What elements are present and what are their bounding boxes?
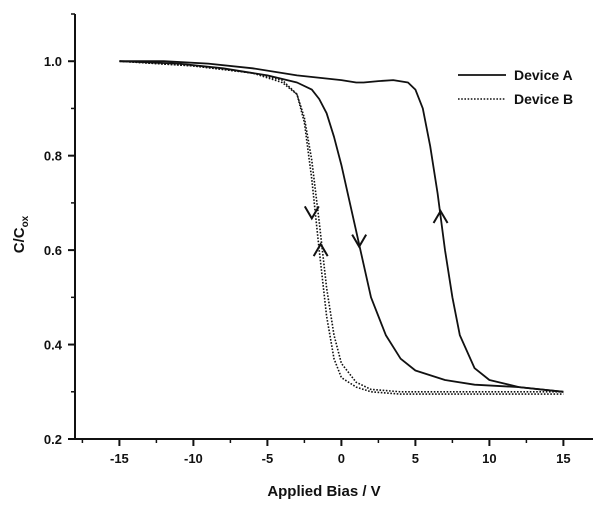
series-line-device-a-forward [119,60,564,393]
x-tick-label: -15 [110,451,129,466]
x-axis-title: Applied Bias / V [267,483,380,500]
plot-area [119,60,564,395]
direction-arrow-up [432,209,449,224]
legend-label-device-b: Device B [514,91,573,107]
y-axis-title-subscript: ox [20,215,31,227]
direction-arrow-down [351,234,368,249]
x-tick-label: -5 [262,451,274,466]
y-tick-label: 0.8 [44,149,62,164]
series-line-device-a-reverse [119,60,564,393]
legend: Device A Device B [458,67,573,107]
y-axis-title-main: C/C [11,227,28,253]
direction-arrow-up [312,242,329,257]
direction-arrow-down [303,205,320,221]
legend-label-device-a: Device A [514,67,573,83]
axes: -15 -10 -5 0 5 10 15 0.2 0.4 0.6 0.8 1.0 [44,13,593,466]
x-tick-label: 5 [412,451,419,466]
series-line-device-b-reverse [119,60,564,393]
x-tick-label: -10 [184,451,203,466]
x-tick-label: 15 [556,451,570,466]
y-axis-title: C/Cox [11,215,31,253]
y-tick-label: 0.6 [44,243,62,258]
y-tick-label: 0.4 [44,338,63,353]
series-line-device-b-forward [119,60,564,395]
x-tick-label: 10 [482,451,496,466]
y-tick-label: 1.0 [44,54,62,69]
y-tick-label: 0.2 [44,432,62,447]
x-tick-label: 0 [338,451,345,466]
